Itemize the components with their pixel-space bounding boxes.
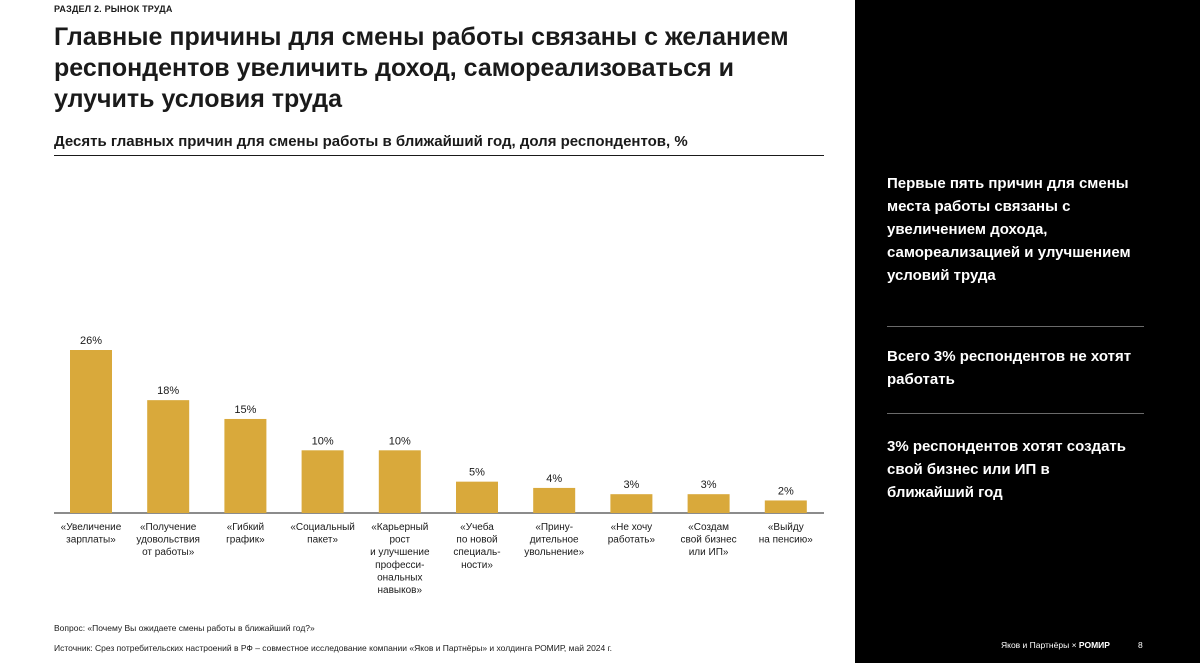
insight-second-value: 3% xyxy=(933,348,956,365)
bar xyxy=(687,494,730,513)
value-label: 10% xyxy=(312,435,334,447)
value-label: 5% xyxy=(469,467,485,479)
chart-title: Десять главных причин для смены работы в… xyxy=(54,133,688,150)
insight-second-post: респондентов не хотят работать xyxy=(887,348,1132,388)
category-label: «Учеба по новой специаль-ности» xyxy=(453,521,500,571)
brand-logo: Яков и Партнёры × РОМИР xyxy=(1001,640,1110,650)
category-label: «Карьерный рост и улучшение професси-ональн… xyxy=(370,522,430,596)
insight-third: 3% респондентов хотят создать свой бизне… xyxy=(887,435,1137,504)
bar xyxy=(533,487,576,513)
insight-first: Первые пять причин для смены места работ… xyxy=(887,175,1131,284)
page-number: 8 xyxy=(1138,640,1143,650)
value-label: 10% xyxy=(389,435,411,447)
bar xyxy=(224,418,267,513)
value-label: 2% xyxy=(778,485,794,497)
bar xyxy=(610,494,653,513)
bar xyxy=(301,450,344,513)
brand-romir: РОМИР xyxy=(1078,640,1110,650)
divider xyxy=(887,326,1144,327)
insight-second: Всего 3% респондентов не хотят работать xyxy=(887,345,1137,391)
category-label: «Гибкий график» xyxy=(226,521,265,546)
bar xyxy=(764,500,807,513)
page-title: Главные причины для смены работы связаны… xyxy=(54,23,789,113)
value-label: 18% xyxy=(157,385,179,397)
question-note: Вопрос: «Почему Вы ожидаете смены работы… xyxy=(54,623,315,633)
chart-area: РАЗДЕЛ 2. РЫНОК ТРУДА Главные причины дл… xyxy=(54,4,824,653)
category-label: «Прину-дительное увольнение» xyxy=(524,522,584,558)
value-label: 26% xyxy=(80,335,102,347)
bar-chart: 26% «Увеличение зарплаты» 18% «Получение удов… xyxy=(54,335,824,596)
bar xyxy=(378,450,421,513)
value-label: 3% xyxy=(701,479,717,491)
brand-separator: × xyxy=(1071,640,1077,650)
value-label: 15% xyxy=(234,404,256,416)
insight-third-value: 3% xyxy=(887,438,909,455)
source-note: Источник: Срез потребительских настроени… xyxy=(54,643,613,653)
insight-third-post: респондентов хотят создать свой бизнес и… xyxy=(887,438,1126,501)
category-label: «Социальный пакет» xyxy=(290,522,355,546)
value-label: 3% xyxy=(623,479,639,491)
title-rule xyxy=(54,155,824,156)
category-label: «Получение удовольствия от работы» xyxy=(136,522,200,558)
category-label: «Создам свой бизнес или ИП» xyxy=(681,522,737,558)
bar xyxy=(70,350,112,513)
insight-second-pre: Всего xyxy=(887,348,934,365)
bar xyxy=(147,400,190,513)
divider xyxy=(887,413,1144,414)
section-label: РАЗДЕЛ 2. РЫНОК ТРУДА xyxy=(54,4,173,14)
bar xyxy=(456,481,498,513)
brand-yakov: Яков и Партнёры xyxy=(1001,640,1070,650)
category-label: «Увеличение зарплаты» xyxy=(61,522,122,546)
insight-panel: Первые пять причин для смены места работ… xyxy=(855,0,1200,663)
value-label: 4% xyxy=(546,473,562,485)
category-label: «Выйду на пенсию» xyxy=(759,522,813,546)
category-label: «Не хочу работать» xyxy=(608,522,656,546)
